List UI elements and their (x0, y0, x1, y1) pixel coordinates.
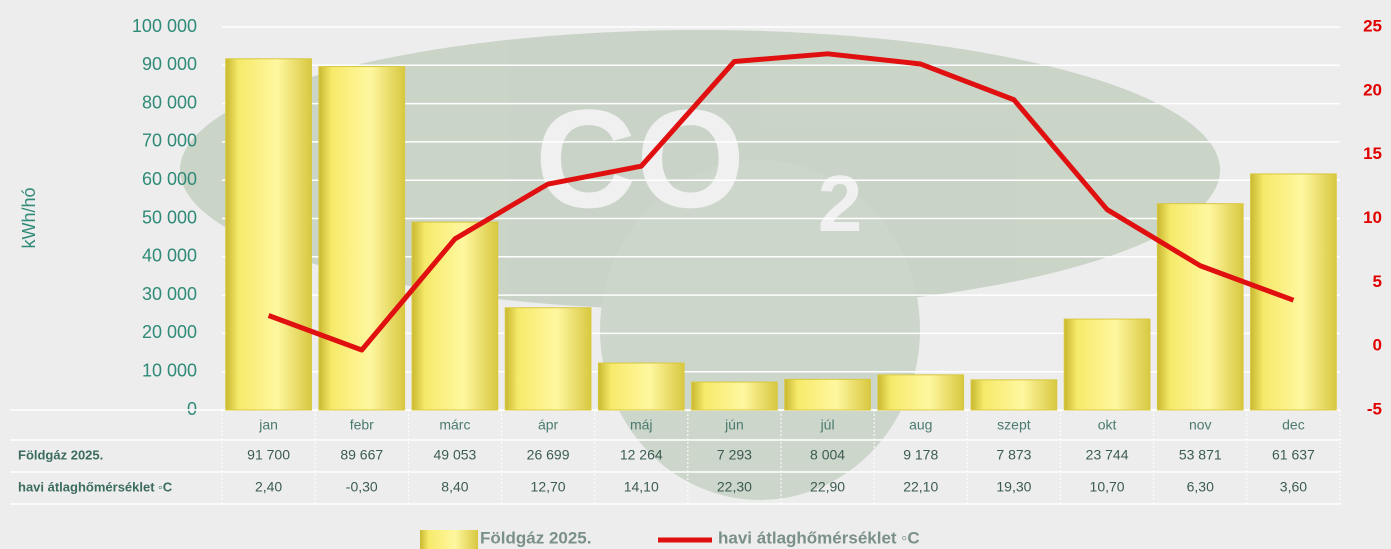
table-cell: 2,40 (255, 479, 282, 495)
x-tick-label: nov (1189, 417, 1212, 433)
table-cell: 89 667 (340, 447, 383, 463)
legend-swatch (420, 530, 478, 549)
x-tick-label: jún (724, 417, 744, 433)
y-axis-label: kWh/hó (19, 187, 39, 248)
line (267, 51, 1295, 353)
y2-tick-label: 15 (1363, 144, 1382, 163)
y2-tick-label: -5 (1367, 399, 1382, 418)
x-tick-label: szept (997, 417, 1031, 433)
y-tick-label: 90 000 (142, 54, 197, 74)
x-tick-label: ápr (538, 417, 559, 433)
table-cell: -0,30 (346, 479, 378, 495)
table-cell: 22,90 (810, 479, 845, 495)
y2-tick-label: 0 (1373, 336, 1382, 355)
legend-label: Földgáz 2025. (480, 528, 591, 547)
bar (784, 378, 871, 411)
table-cell: 7 873 (996, 447, 1031, 463)
table-cell: 12 264 (620, 447, 663, 463)
x-tick-label: júl (820, 417, 835, 433)
table-cell: 49 053 (434, 447, 477, 463)
x-tick-label: aug (909, 417, 932, 433)
bar (318, 66, 406, 411)
bar (504, 307, 592, 411)
table-cell: 12,70 (531, 479, 566, 495)
x-tick-label: febr (350, 417, 374, 433)
y-tick-label: 80 000 (142, 92, 197, 112)
y2-tick-label: 20 (1363, 80, 1382, 99)
table-cell: 61 637 (1272, 447, 1315, 463)
bar (877, 374, 965, 411)
table-cell: 3,60 (1280, 479, 1307, 495)
table-cell: 22,30 (717, 479, 752, 495)
y2-tick-label: 10 (1363, 208, 1382, 227)
legend-label: havi átlaghőmérséklet ◦C (718, 528, 920, 547)
table-cell: 8 004 (810, 447, 845, 463)
bar (1156, 203, 1244, 411)
bar (970, 379, 1058, 411)
table-cell: 26 699 (527, 447, 570, 463)
table-cell: 19,30 (996, 479, 1031, 495)
y-tick-label: 30 000 (142, 284, 197, 304)
bar (225, 58, 312, 411)
x-tick-label: márc (439, 417, 470, 433)
table-cell: 14,10 (624, 479, 659, 495)
bar (691, 381, 778, 411)
y-tick-label: 70 000 (142, 131, 197, 151)
bar (1063, 318, 1151, 411)
bar (1250, 173, 1337, 411)
bar (597, 362, 685, 411)
y-tick-label: 50 000 (142, 207, 197, 227)
table-cell: 91 700 (247, 447, 290, 463)
bar (411, 221, 499, 411)
table-cell: 8,40 (441, 479, 468, 495)
y-tick-label: 0 (187, 399, 197, 419)
table-row-label: Földgáz 2025. (18, 447, 103, 462)
table-cell: 6,30 (1187, 479, 1214, 495)
x-tick-label: jan (258, 417, 278, 433)
y2-tick-label: 25 (1363, 16, 1382, 35)
table-cell: 23 744 (1086, 447, 1129, 463)
y-tick-label: 20 000 (142, 322, 197, 342)
table-cell: 22,10 (903, 479, 938, 495)
y-tick-label: 40 000 (142, 246, 197, 266)
x-tick-label: okt (1098, 417, 1117, 433)
svg-text:CO: CO (535, 80, 745, 237)
table-cell: 10,70 (1090, 479, 1125, 495)
table-cell: 7 293 (717, 447, 752, 463)
x-tick-label: dec (1282, 417, 1305, 433)
table-row-label: havi átlaghőmérséklet ◦C (18, 479, 173, 494)
table-cell: 53 871 (1179, 447, 1222, 463)
y-tick-label: 10 000 (142, 360, 197, 380)
y-tick-label: 100 000 (132, 16, 197, 36)
y-tick-label: 60 000 (142, 169, 197, 189)
y2-tick-label: 5 (1373, 272, 1382, 291)
x-tick-label: máj (630, 417, 653, 433)
svg-text:2: 2 (818, 159, 863, 248)
table-cell: 9 178 (903, 447, 938, 463)
